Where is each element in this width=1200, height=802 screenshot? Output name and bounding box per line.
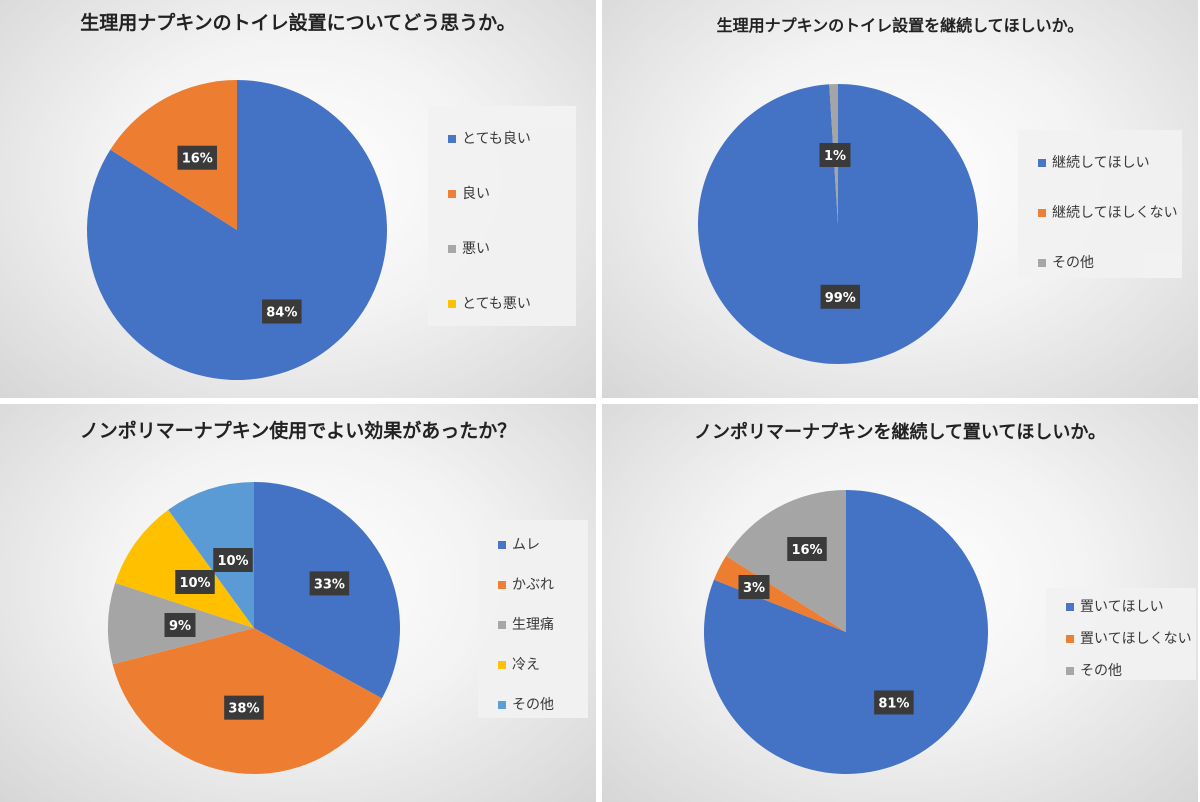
data-label: 3% [738, 575, 770, 599]
data-label: 81% [874, 690, 914, 715]
chart-title: ノンポリマーナプキン使用でよい効果があったか？ [79, 420, 517, 442]
data-label: 33% [309, 571, 350, 596]
data-label: 84% [262, 299, 302, 324]
legend-item: その他 [1066, 660, 1122, 680]
pie-slice [726, 490, 846, 632]
chart-title: 生理用ナプキンのトイレ設置を継続してほしいか。 [716, 16, 1084, 35]
legend-swatch [1066, 635, 1074, 643]
pie-slice [698, 84, 978, 365]
pie-slice [110, 80, 237, 230]
pie-slice [713, 555, 846, 632]
legend-label: その他 [512, 697, 554, 713]
legend-swatch [448, 135, 456, 143]
legend-item: 継続してほしい [1038, 152, 1150, 172]
pie-chart: 84% 16% [86, 80, 388, 380]
svg-text:16%: 16% [182, 152, 213, 167]
legend-label: 継続してほしい [1052, 155, 1150, 171]
legend-item: 悪い [448, 238, 490, 258]
data-label: 99% [820, 284, 861, 309]
legend-label: 冷え [512, 657, 540, 673]
chart-panel-nonpolymer-continue: ノンポリマーナプキンを継続して置いてほしいか。 81% 3% 16% 置いてほしい 置い… [602, 404, 1198, 802]
svg-text:84%: 84% [266, 305, 297, 320]
legend-item: その他 [1038, 252, 1094, 272]
legend-label: 生理痛 [512, 617, 554, 633]
legend-swatch [448, 190, 456, 198]
legend-label: ムレ [512, 537, 540, 553]
legend-swatch [498, 661, 506, 669]
legend: とても良い良い悪いとても悪い [428, 106, 576, 326]
chart-title: ノンポリマーナプキンを継続して置いてほしいか。 [693, 422, 1107, 443]
pie-chart: 99% 1% [698, 84, 978, 365]
legend: 継続してほしい継続してほしくない その他 [1018, 130, 1182, 278]
svg-text:1%: 1% [824, 149, 846, 164]
legend-swatch [498, 581, 506, 589]
pie-chart: 33% 38% 9% 10% 10% [108, 482, 401, 774]
legend-label: 悪い [462, 241, 490, 257]
legend-item: その他 [498, 694, 554, 714]
svg-text:99%: 99% [825, 291, 856, 306]
legend-item: とても良い [448, 128, 531, 148]
pie-slice [86, 80, 388, 380]
legend-swatch [1038, 159, 1046, 167]
svg-text:9%: 9% [169, 619, 191, 634]
pie-chart: 81% 3% 16% [704, 490, 988, 774]
legend-label: その他 [1080, 663, 1122, 679]
legend-label: 良い [462, 186, 490, 202]
legend-swatch [1066, 667, 1074, 675]
legend-item: ムレ [498, 534, 540, 554]
chart-panel-toilet-continue: 生理用ナプキンのトイレ設置を継続してほしいか。 99% 1% 継続してほしい 継続して… [602, 0, 1198, 398]
data-label: 10% [213, 548, 253, 572]
legend-label: その他 [1052, 255, 1094, 271]
data-label: 10% [175, 570, 215, 594]
legend-swatch [498, 701, 506, 709]
legend-swatch [1066, 603, 1074, 611]
data-label: 16% [177, 145, 218, 170]
legend-label: 継続してほしくない [1052, 205, 1178, 221]
legend-label: とても悪い [462, 296, 531, 312]
svg-text:81%: 81% [878, 696, 909, 711]
legend-label: とても良い [462, 131, 531, 147]
data-label: 38% [224, 695, 264, 720]
legend-swatch [1038, 209, 1046, 217]
legend-label: 置いてほしい [1080, 599, 1164, 615]
legend-swatch [498, 621, 506, 629]
legend-item: 生理痛 [498, 614, 554, 634]
legend-swatch [498, 541, 506, 549]
svg-text:10%: 10% [217, 554, 248, 569]
legend-item: 良い [448, 183, 490, 203]
data-label: 1% [819, 143, 851, 167]
legend: ムレかぶれ生理痛冷えその他 [478, 520, 588, 718]
legend-item: 冷え [498, 654, 540, 674]
pie-slice [115, 509, 254, 628]
legend-item: 置いてほしい [1066, 596, 1164, 616]
legend-item: とても悪い [448, 293, 531, 313]
legend-swatch [448, 245, 456, 253]
chart-title: 生理用ナプキンのトイレ設置についてどう思うか。 [80, 12, 516, 34]
svg-text:16%: 16% [791, 543, 822, 558]
legend-item: 置いてほしくない [1066, 628, 1192, 648]
pie-slice [168, 482, 254, 628]
data-label: 9% [164, 613, 196, 637]
legend-swatch [1038, 259, 1046, 267]
svg-text:33%: 33% [314, 577, 345, 592]
data-label: 16% [787, 537, 827, 561]
svg-text:10%: 10% [179, 576, 210, 591]
svg-text:38%: 38% [228, 702, 259, 717]
legend-swatch [448, 300, 456, 308]
legend-item: 継続してほしくない [1038, 202, 1178, 222]
legend-label: かぶれ [512, 577, 554, 593]
svg-text:3%: 3% [743, 581, 765, 596]
legend-item: かぶれ [498, 574, 554, 594]
legend: 置いてほしい置いてほしくない その他 [1046, 588, 1196, 680]
chart-panel-toilet-opinion: 生理用ナプキンのトイレ設置についてどう思うか。 84% 16% とても良い 良い 悪いと… [0, 0, 596, 398]
legend-label: 置いてほしくない [1080, 631, 1192, 647]
chart-panel-nonpolymer-effect: ノンポリマーナプキン使用でよい効果があったか？ 33% 38% 9% 10% 10% ムレ… [0, 404, 596, 802]
